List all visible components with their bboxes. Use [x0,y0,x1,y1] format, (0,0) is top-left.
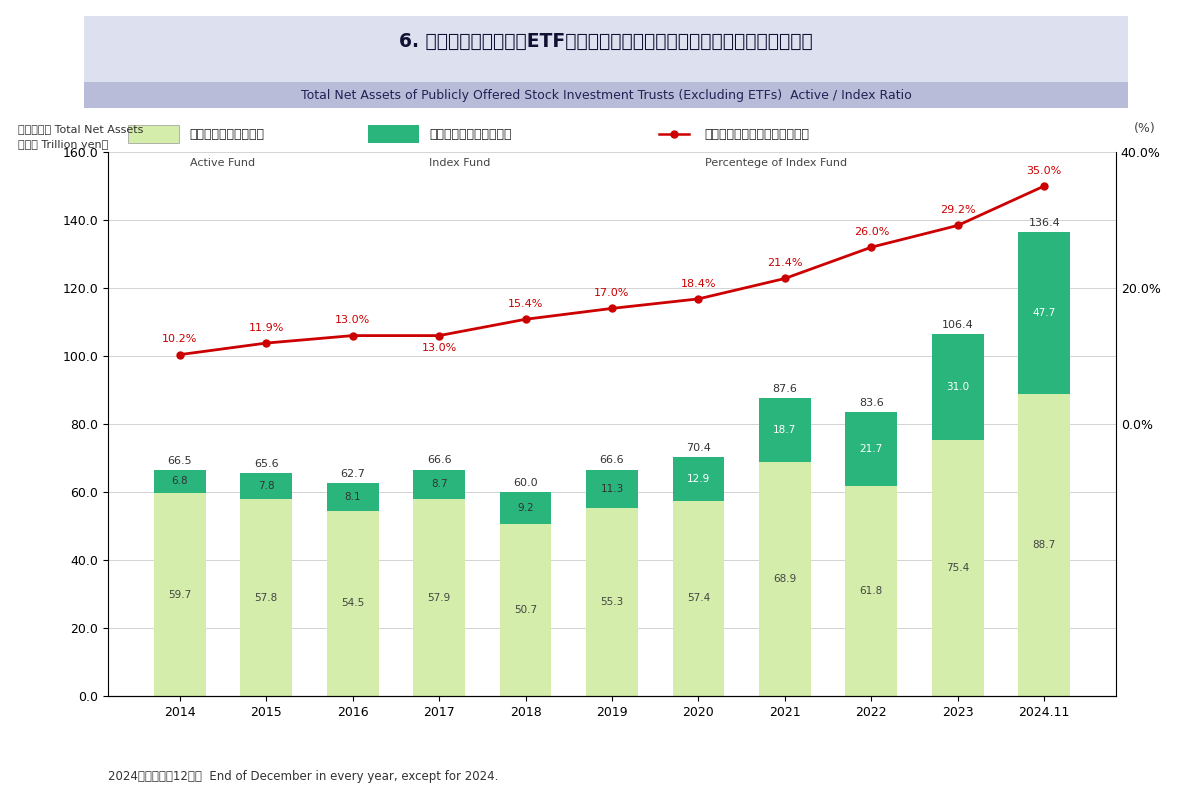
Text: 11.3: 11.3 [600,484,624,494]
Text: 純資産総額 Total Net Assets: 純資産総額 Total Net Assets [18,124,143,134]
Text: 10.2%: 10.2% [162,334,198,345]
Bar [846,412,898,486]
Text: Total Net Assets of Publicly Offered Stock Investment Trusts (Excluding ETFs)  A: Total Net Assets of Publicly Offered Sto… [301,89,911,102]
Text: 47.7: 47.7 [1033,308,1056,318]
Text: 35.0%: 35.0% [1027,166,1062,176]
Text: 18.7: 18.7 [773,425,797,435]
Bar [672,457,725,501]
Text: 87.6: 87.6 [773,384,797,394]
Text: 75.4: 75.4 [946,563,970,573]
Bar [413,470,466,499]
Bar [326,510,378,696]
Text: 62.7: 62.7 [341,469,365,479]
Text: Active Fund: Active Fund [190,158,254,168]
Bar [154,470,205,493]
Bar [413,499,466,696]
FancyBboxPatch shape [84,16,1128,108]
Text: 21.4%: 21.4% [767,258,803,268]
Text: 6. 公募株式投信（除くETF）アクティブ及びインデックス型ファンドの推移: 6. 公募株式投信（除くETF）アクティブ及びインデックス型ファンドの推移 [400,32,812,51]
インデックス型ファンドの割合 [778,274,792,283]
Bar [499,524,552,696]
Text: 66.5: 66.5 [168,456,192,466]
Bar [499,492,552,524]
Text: アクティブ型ファンド: アクティブ型ファンド [190,127,265,141]
Text: インデックス型ファンドの割合: インデックス型ファンドの割合 [704,127,810,141]
Text: 8.7: 8.7 [431,479,448,490]
Text: 70.4: 70.4 [686,443,710,453]
Text: 17.0%: 17.0% [594,288,630,298]
Bar [586,508,638,696]
Text: 26.0%: 26.0% [853,227,889,237]
Text: 66.6: 66.6 [600,455,624,466]
Text: 57.9: 57.9 [427,593,451,602]
Text: 61.8: 61.8 [859,586,883,596]
インデックス型ファンドの割合 [950,221,965,230]
Text: 7.8: 7.8 [258,482,275,491]
インデックス型ファンドの割合 [432,331,446,341]
Text: 18.4%: 18.4% [680,278,716,289]
Bar [1019,394,1070,696]
Text: 11.9%: 11.9% [248,323,284,333]
Bar [586,470,638,508]
Text: 136.4: 136.4 [1028,218,1060,228]
Text: 59.7: 59.7 [168,590,191,599]
Text: Percentege of Index Fund: Percentege of Index Fund [704,158,847,168]
Line: インデックス型ファンドの割合: インデックス型ファンドの割合 [176,182,1048,358]
FancyBboxPatch shape [84,82,1128,108]
Text: 57.8: 57.8 [254,593,278,602]
Text: 2024年以外各年12月末  End of December in every year, except for 2024.: 2024年以外各年12月末 End of December in every y… [108,770,498,783]
Text: 6.8: 6.8 [172,477,188,486]
インデックス型ファンドの割合 [864,242,878,252]
Bar [758,462,811,696]
Text: 15.4%: 15.4% [508,299,544,309]
Text: 68.9: 68.9 [773,574,797,584]
Text: 106.4: 106.4 [942,320,973,330]
Bar [1019,232,1070,394]
Text: 88.7: 88.7 [1033,540,1056,550]
Bar [240,473,292,499]
Text: 60.0: 60.0 [514,478,538,488]
インデックス型ファンドの割合 [173,350,187,359]
Text: 50.7: 50.7 [514,605,538,615]
Text: (%): (%) [1134,122,1156,135]
Text: 55.3: 55.3 [600,597,624,607]
インデックス型ファンドの割合 [605,303,619,313]
Bar [672,501,725,696]
Text: 8.1: 8.1 [344,492,361,502]
Text: 12.9: 12.9 [686,474,710,484]
インデックス型ファンドの割合 [1037,181,1051,190]
Text: 13.0%: 13.0% [335,315,371,326]
インデックス型ファンドの割合 [259,338,274,348]
Text: 65.6: 65.6 [254,459,278,469]
Text: 29.2%: 29.2% [940,206,976,215]
Bar [326,483,378,510]
Bar [846,486,898,696]
Text: 21.7: 21.7 [859,444,883,454]
FancyBboxPatch shape [128,125,180,143]
Bar [932,334,984,440]
Text: 13.0%: 13.0% [421,342,457,353]
Text: 54.5: 54.5 [341,598,365,608]
Text: インデックス型ファンド: インデックス型ファンド [430,127,512,141]
Text: 83.6: 83.6 [859,398,883,408]
Bar [154,493,205,696]
Text: 57.4: 57.4 [686,594,710,603]
Bar [932,440,984,696]
インデックス型ファンドの割合 [518,314,533,324]
Text: 66.6: 66.6 [427,455,451,466]
Bar [240,499,292,696]
インデックス型ファンドの割合 [691,294,706,304]
Text: （兆円 Trillion yen）: （兆円 Trillion yen） [18,140,108,150]
インデックス型ファンドの割合 [346,331,360,341]
Text: 9.2: 9.2 [517,503,534,513]
Text: 31.0: 31.0 [947,382,970,392]
Bar [758,398,811,462]
Text: Index Fund: Index Fund [430,158,491,168]
FancyBboxPatch shape [368,125,419,143]
